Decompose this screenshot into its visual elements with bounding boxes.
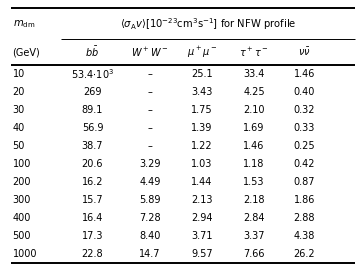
Text: 3.71: 3.71 [191,231,213,241]
Text: 1.44: 1.44 [191,177,213,187]
Text: 33.4: 33.4 [243,69,265,79]
Text: 4.49: 4.49 [139,177,160,187]
Text: 38.7: 38.7 [82,141,103,151]
Text: –: – [148,87,152,97]
Text: 2.10: 2.10 [243,105,265,115]
Text: 15.7: 15.7 [81,195,103,205]
Text: 2.88: 2.88 [294,213,315,223]
Text: 1.46: 1.46 [243,141,265,151]
Text: $b\bar{b}$: $b\bar{b}$ [85,45,99,59]
Text: 100: 100 [13,159,31,169]
Text: 5.89: 5.89 [139,195,160,205]
Text: 269: 269 [83,87,102,97]
Text: –: – [148,105,152,115]
Text: 16.4: 16.4 [82,213,103,223]
Text: $\tau^+\tau^-$: $\tau^+\tau^-$ [239,46,269,59]
Text: (GeV): (GeV) [13,47,40,57]
Text: 2.84: 2.84 [243,213,265,223]
Text: 20.6: 20.6 [82,159,103,169]
Text: 300: 300 [13,195,31,205]
Text: 40: 40 [13,123,25,133]
Text: 30: 30 [13,105,25,115]
Text: 0.40: 0.40 [294,87,315,97]
Text: 0.87: 0.87 [294,177,315,187]
Text: 0.33: 0.33 [294,123,315,133]
Text: –: – [148,69,152,79]
Text: 1.46: 1.46 [294,69,315,79]
Text: 89.1: 89.1 [82,105,103,115]
Text: 1000: 1000 [13,249,37,259]
Text: 10: 10 [13,69,25,79]
Text: 0.32: 0.32 [294,105,315,115]
Text: 20: 20 [13,87,25,97]
Text: –: – [148,141,152,151]
Text: 22.8: 22.8 [81,249,103,259]
Text: 16.2: 16.2 [82,177,103,187]
Text: 2.13: 2.13 [191,195,213,205]
Text: 0.42: 0.42 [294,159,315,169]
Text: 4.25: 4.25 [243,87,265,97]
Text: $m_{\rm dm}$: $m_{\rm dm}$ [13,18,35,30]
Text: 8.40: 8.40 [139,231,160,241]
Text: 25.1: 25.1 [191,69,213,79]
Text: 1.39: 1.39 [191,123,213,133]
Text: 3.37: 3.37 [243,231,265,241]
Text: 1.69: 1.69 [243,123,265,133]
Text: 1.18: 1.18 [243,159,265,169]
Text: 9.57: 9.57 [191,249,213,259]
Text: 7.28: 7.28 [139,213,161,223]
Text: 4.38: 4.38 [294,231,315,241]
Text: 3.29: 3.29 [139,159,160,169]
Text: 14.7: 14.7 [139,249,160,259]
Text: $\mu^+\mu^-$: $\mu^+\mu^-$ [187,45,217,60]
Text: 2.18: 2.18 [243,195,265,205]
Text: 1.53: 1.53 [243,177,265,187]
Text: 400: 400 [13,213,31,223]
Text: 0.25: 0.25 [293,141,315,151]
Text: 2.94: 2.94 [191,213,213,223]
Text: 3.43: 3.43 [191,87,213,97]
Text: 1.86: 1.86 [294,195,315,205]
Text: 200: 200 [13,177,31,187]
Text: 1.75: 1.75 [191,105,213,115]
Text: 1.22: 1.22 [191,141,213,151]
Text: 50: 50 [13,141,25,151]
Text: 17.3: 17.3 [82,231,103,241]
Text: $\nu\bar{\nu}$: $\nu\bar{\nu}$ [298,46,311,58]
Text: $W^+W^-$: $W^+W^-$ [131,46,169,59]
Text: 1.03: 1.03 [191,159,213,169]
Text: 56.9: 56.9 [82,123,103,133]
Text: $\langle\sigma_{\rm A}v\rangle[10^{-23}{\rm cm}^3{\rm s}^{-1}]$ for NFW profile: $\langle\sigma_{\rm A}v\rangle[10^{-23}{… [120,16,297,32]
Text: $53.4{\cdot}10^3$: $53.4{\cdot}10^3$ [71,67,114,81]
Text: 7.66: 7.66 [243,249,265,259]
Text: 500: 500 [13,231,31,241]
Text: 26.2: 26.2 [293,249,315,259]
Text: –: – [148,123,152,133]
